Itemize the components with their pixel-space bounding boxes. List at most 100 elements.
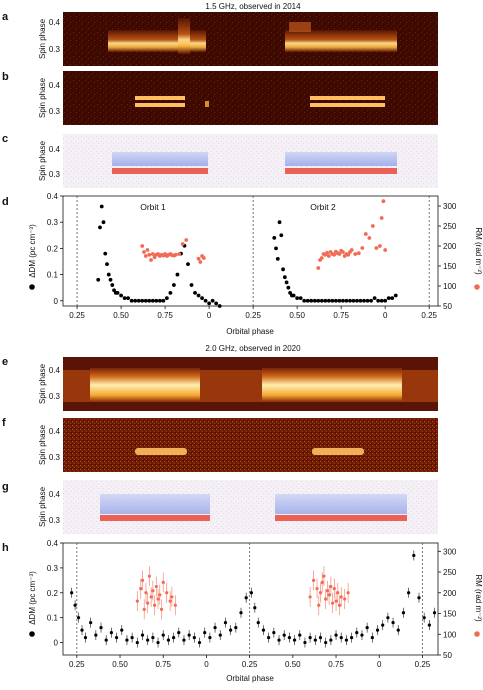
panel-g: g 0.4 0.3 Spin phase [2, 480, 438, 534]
dm-point [274, 246, 278, 251]
rm-point [173, 603, 177, 607]
dm-point [249, 591, 253, 595]
dm-point [407, 591, 411, 595]
rm-point [177, 252, 182, 256]
dm-point [272, 631, 276, 635]
panel-f: f 0.4 0.3 Spin phase [2, 417, 438, 472]
panel-letter-a: a [2, 11, 9, 23]
panel-c-blue-2 [285, 152, 397, 166]
rm-point [173, 252, 178, 257]
dm-point [319, 298, 324, 303]
dm-point [73, 603, 77, 607]
dm-point [223, 621, 228, 625]
rm-point [149, 258, 153, 262]
dm-point [256, 621, 260, 625]
dm-point [281, 267, 285, 272]
y2-tick-label: 250 [443, 568, 457, 577]
dm-point [99, 626, 103, 630]
y2-tick-label: 300 [443, 547, 457, 556]
dm-point [96, 277, 101, 282]
rm-point [196, 256, 201, 261]
rm-point [325, 589, 330, 593]
dm-point [193, 291, 197, 295]
x-tick-label: 0.25 [69, 311, 85, 320]
panel-b-band-4 [310, 103, 385, 107]
rm-point [158, 593, 162, 597]
dm-point [379, 298, 384, 303]
tick: 0.4 [49, 366, 61, 375]
panel-g-blue-2 [275, 494, 407, 514]
dm-point [272, 236, 277, 240]
dm-point [277, 638, 281, 642]
dm-point [140, 633, 145, 637]
y-tick-label: 0.4 [47, 539, 59, 548]
dm-point [334, 633, 338, 637]
rm-point [329, 584, 333, 589]
dm-point [326, 298, 331, 303]
tick: 0.4 [49, 18, 61, 27]
tick: 0.3 [49, 392, 61, 401]
panel-g-red-1 [100, 515, 210, 521]
dm-point [133, 298, 138, 303]
rm-point [339, 595, 343, 599]
rm-point [324, 597, 328, 601]
dm-point [355, 298, 359, 303]
dm-point [196, 293, 201, 298]
dm-point [355, 631, 359, 635]
rm-point [383, 248, 388, 252]
tick: 0.3 [49, 170, 61, 179]
dm-point [318, 635, 323, 640]
rm-point [315, 587, 319, 591]
dm-point [177, 631, 181, 635]
dm-point [365, 626, 369, 630]
dm-point [157, 298, 162, 303]
y-tick-label: 0 [54, 639, 59, 648]
dm-point [125, 638, 129, 642]
rm-point [140, 578, 145, 582]
y2-tick-label: 150 [443, 610, 457, 619]
panel-letter-h: h [2, 542, 9, 554]
rm-point [322, 574, 326, 578]
x-tick-label: 0 [377, 660, 382, 669]
dm-point [210, 298, 215, 303]
dm-point [313, 638, 317, 642]
dm-point [386, 616, 390, 620]
panel-g-blue-1 [100, 494, 210, 514]
rm-point [159, 607, 164, 611]
y2-tick-label: 150 [443, 262, 457, 271]
y2-tick-label: 200 [443, 589, 457, 598]
panel-a: a 0.4 0.3 Spin phase [2, 11, 438, 66]
dm-point [161, 298, 166, 303]
dm-point [98, 225, 102, 230]
tick: 0.3 [49, 45, 61, 54]
dm-point [208, 635, 212, 640]
dm-point [292, 638, 297, 642]
dm-point [135, 640, 139, 645]
x-tick-label: 0.25 [421, 311, 437, 320]
rm-point [379, 216, 384, 220]
dm-point [396, 628, 400, 632]
dm-point [200, 296, 204, 301]
panel-c-ylabel: Spin phase [38, 140, 47, 181]
y-tick-label: 0.3 [47, 564, 59, 573]
panel-c-blue-1 [112, 152, 208, 166]
dm-point [229, 628, 233, 632]
dm-point [218, 633, 222, 637]
dm-point [234, 626, 238, 630]
rm-point [150, 252, 155, 256]
x-tick-label: 0.50 [289, 311, 305, 320]
panel-h-axes: 0.25 0.50 0.75 0 0.25 0.50 0.75 0 0.25 0.4 0.3 0.2 0… [47, 539, 457, 669]
dm-point [239, 611, 243, 615]
panel-letter-c: c [2, 133, 8, 145]
dm-point [175, 272, 180, 277]
dm-point [94, 633, 98, 637]
rm-point [180, 242, 185, 246]
dm-point [337, 298, 342, 303]
panel-e: e 0.4 0.3 Spin phase [2, 356, 438, 411]
dm-point [70, 591, 74, 595]
dm-point [192, 635, 196, 640]
dm-point [136, 298, 141, 303]
y2-tick-label: 300 [443, 202, 457, 211]
dm-point [339, 635, 343, 640]
y2-tick-label: 100 [443, 630, 457, 639]
